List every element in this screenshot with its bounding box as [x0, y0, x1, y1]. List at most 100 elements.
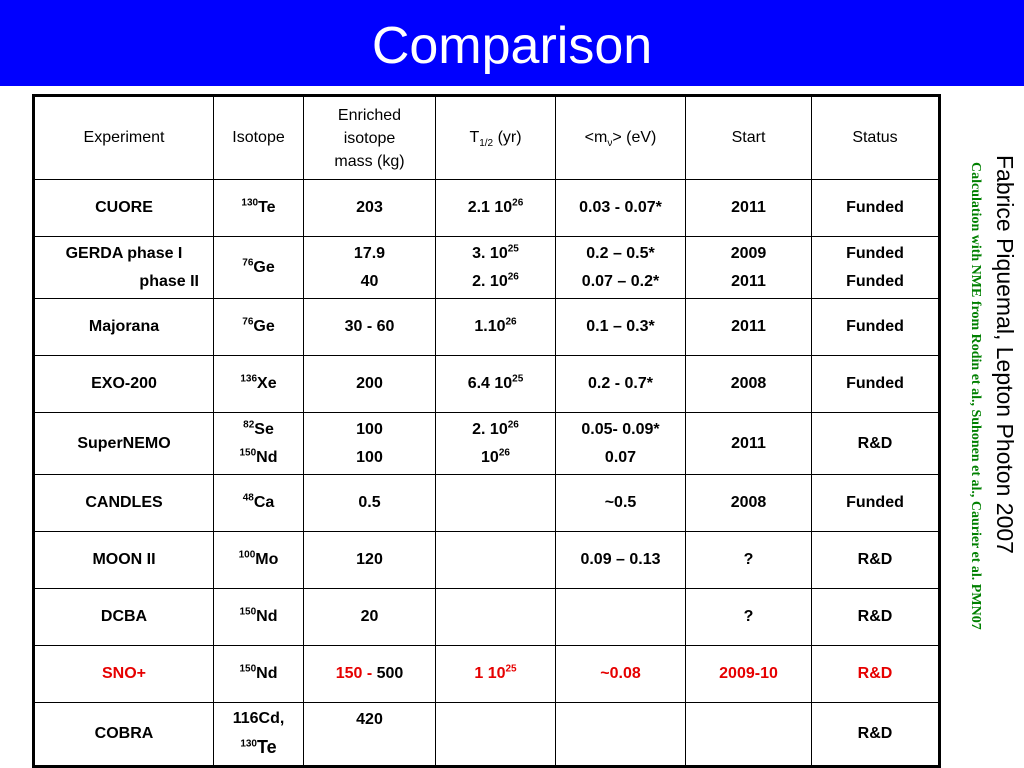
header-mass-nu: <mν> (eV)	[555, 95, 686, 180]
header-mass-nu-pre: <m	[584, 129, 608, 146]
neutrino-mass-cell: ~0.5	[555, 474, 686, 532]
isotope-mass-number: 136	[240, 373, 258, 385]
neutrino-mass-line1: 0.2 – 0.5*	[586, 244, 655, 262]
start-cell: 2008	[685, 474, 812, 532]
header-half-life-sub: 1/2	[479, 138, 494, 150]
experiment-cell: GERDA phase I phase II	[33, 236, 214, 299]
mass-cell: 17.9 40	[303, 236, 436, 299]
start-line2: 2011	[731, 272, 766, 290]
start-cell: ?	[685, 588, 812, 646]
status-line2: Funded	[846, 272, 904, 290]
mass-line2: 100	[356, 448, 383, 466]
author-credit: Fabrice Piquemal, Lepton Photon 2007	[992, 155, 1018, 554]
isotope-mass-number: 76	[242, 257, 254, 269]
half-life-cell	[435, 474, 556, 532]
half-life-line2: 2. 1026	[440, 268, 551, 296]
half-life-base: 2. 10	[472, 420, 508, 438]
calculation-note: Calculation with NME from Rodin et al., …	[968, 162, 983, 630]
isotope-mass-number: 150	[239, 663, 257, 675]
start-cell: 2008	[685, 355, 812, 413]
mass-line2: 40	[360, 272, 379, 290]
status-cell: R&D	[811, 702, 940, 767]
half-life-cell: 1 1025	[435, 645, 556, 703]
header-half-life-unit: (yr)	[493, 129, 522, 146]
start-cell: 2009-10	[685, 645, 812, 703]
half-life-exponent: 26	[507, 419, 519, 431]
isotope-cell: 82Se 150Nd	[213, 412, 304, 475]
table-row: CUORE 130Te 203 2.1 1026 0.03 - 0.07* 20…	[33, 179, 940, 237]
half-life-line1: 2. 1026	[440, 416, 551, 444]
mass-cell: 120	[303, 531, 436, 589]
mass-cell: 420	[303, 702, 436, 767]
experiment-line2: phase II	[139, 272, 199, 290]
comparison-table-wrapper: Experiment Isotope Enriched isotope mass…	[32, 94, 941, 768]
header-status: Status	[811, 95, 940, 180]
half-life-base: 10	[481, 448, 499, 466]
table-row: Majorana 76Ge 30 - 60 1.1026 0.1 – 0.3* …	[33, 298, 940, 356]
header-experiment: Experiment	[33, 95, 214, 180]
isotope-cell: 150Nd	[213, 588, 304, 646]
neutrino-mass-cell: 0.1 – 0.3*	[555, 298, 686, 356]
half-life-base: 2.1 10	[467, 199, 513, 216]
isotope-symbol: Nd	[256, 448, 278, 466]
slide-title: Comparison	[371, 17, 653, 75]
half-life-cell	[435, 702, 556, 767]
half-life-line1: 3. 1025	[440, 240, 551, 268]
title-bar	[0, 0, 1024, 86]
mass-cell: 30 - 60	[303, 298, 436, 356]
neutrino-mass-cell	[555, 588, 686, 646]
status-line1: Funded	[846, 244, 904, 262]
half-life-cell: 2. 1026 10 26	[435, 412, 556, 475]
isotope-cell: 76Ge	[213, 298, 304, 356]
half-life-base: 1 10	[474, 665, 506, 682]
half-life-base: 3. 10	[472, 244, 508, 262]
table-row-highlighted: SNO+ 150Nd 150 - 500 1 1025 ~0.08 2009-1…	[33, 645, 940, 703]
isotope-symbol: Te	[258, 199, 276, 216]
experiment-cell: COBRA	[33, 702, 214, 767]
neutrino-mass-cell: 0.2 – 0.5* 0.07 – 0.2*	[555, 236, 686, 299]
isotope-cell: 76Ge	[213, 236, 304, 299]
header-mass-nu-post: > (eV)	[612, 129, 657, 146]
table-row: DCBA 150Nd 20 ? R&D	[33, 588, 940, 646]
neutrino-mass-line2: 0.07	[604, 448, 637, 466]
mass-cell: 150 - 500	[303, 645, 436, 703]
isotope-symbol: Ge	[253, 258, 275, 276]
neutrino-mass-cell	[555, 702, 686, 767]
isotope-mass-number: 150	[239, 447, 257, 459]
header-row: Experiment Isotope Enriched isotope mass…	[33, 95, 940, 180]
comparison-table: Experiment Isotope Enriched isotope mass…	[32, 94, 941, 768]
isotope-symbol: Ca	[253, 494, 275, 511]
status-cell: R&D	[811, 531, 940, 589]
status-cell: Funded	[811, 355, 940, 413]
isotope-line1: 116Cd,	[232, 710, 285, 727]
header-mass-line3: mass (kg)	[334, 152, 405, 170]
mass-cell: 20	[303, 588, 436, 646]
table-row: COBRA 116Cd, 130Te 420 R&D	[33, 702, 940, 767]
header-half-life-t: T	[469, 129, 480, 146]
table-row: CANDLES 48Ca 0.5 ~0.5 2008 Funded	[33, 474, 940, 532]
isotope-line2: 130Te	[218, 733, 299, 763]
start-line1: 2009	[730, 244, 767, 262]
isotope-symbol: Te	[257, 737, 277, 757]
isotope-mass-number: 150	[239, 606, 257, 618]
half-life-cell: 3. 1025 2. 1026	[435, 236, 556, 299]
header-mass-line2: isotope	[343, 129, 396, 147]
isotope-cell: 116Cd, 130Te	[213, 702, 304, 767]
experiment-cell: Majorana	[33, 298, 214, 356]
header-mass-nu-sub: ν	[607, 138, 613, 150]
half-life-base: 2. 10	[472, 272, 508, 290]
experiment-cell: EXO-200	[33, 355, 214, 413]
half-life-cell	[435, 531, 556, 589]
half-life-exponent: 25	[512, 373, 524, 385]
header-mass-line1: Enriched	[337, 106, 402, 124]
start-cell: 2011	[685, 412, 812, 475]
isotope-mass-number: 130	[241, 197, 259, 209]
header-mass: Enriched isotope mass (kg)	[303, 95, 436, 180]
experiment-cell: CANDLES	[33, 474, 214, 532]
status-cell: R&D	[811, 645, 940, 703]
neutrino-mass-cell: 0.2 - 0.7*	[555, 355, 686, 413]
start-cell: 2009 2011	[685, 236, 812, 299]
half-life-exponent: 26	[505, 316, 517, 328]
isotope-cell: 136Xe	[213, 355, 304, 413]
status-cell: Funded	[811, 179, 940, 237]
